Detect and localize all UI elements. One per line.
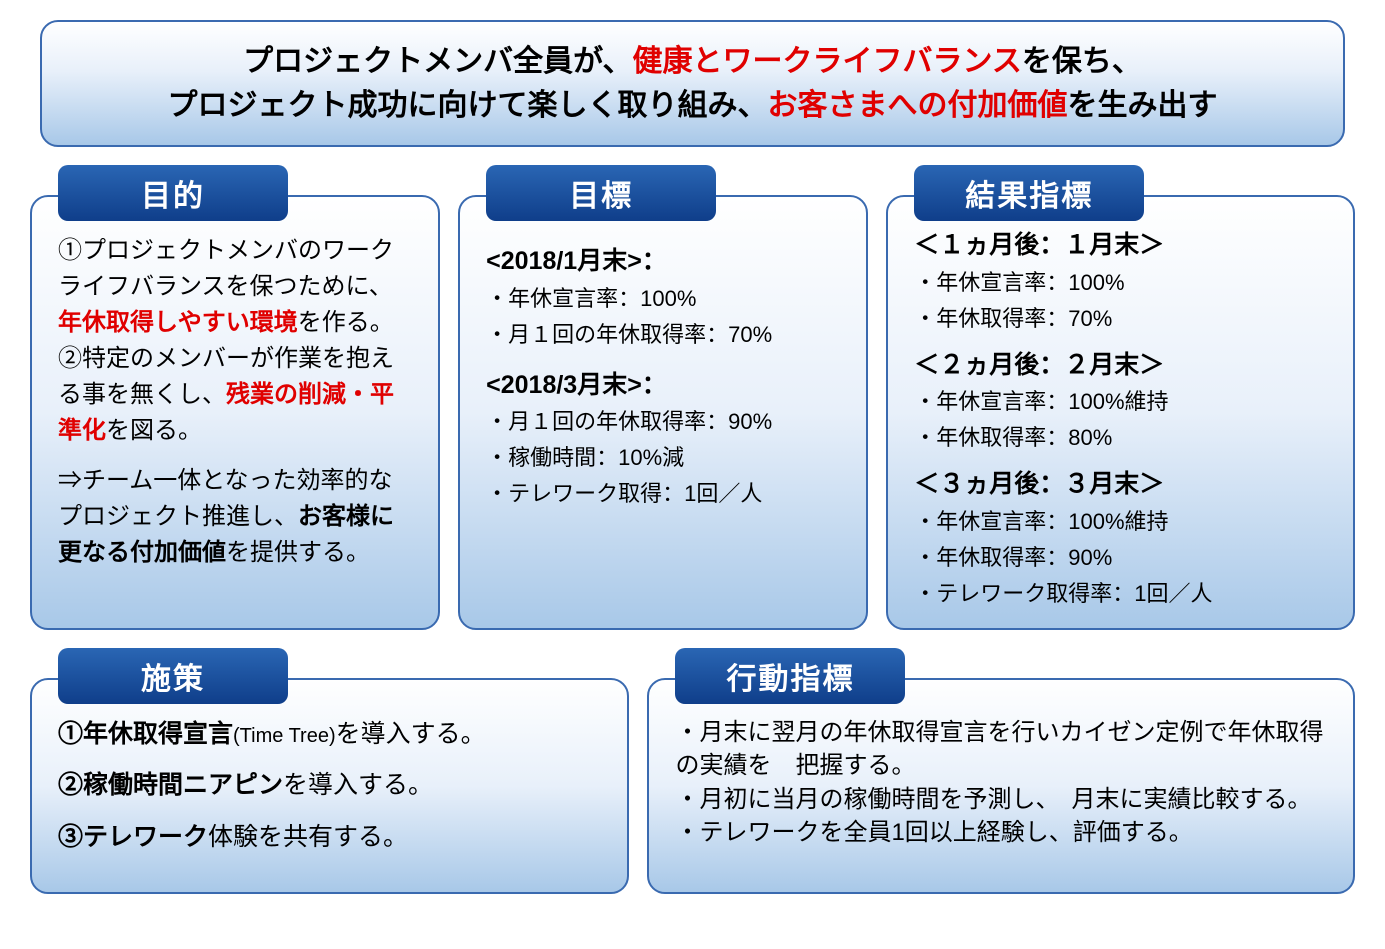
header-line1-post: を保ち、 bbox=[1022, 45, 1142, 78]
header-line1-red: 健康とワークライフバランス bbox=[633, 45, 1022, 78]
panel-purpose: 目的 ①プロジェクトメンバのワークライフバランスを保つために、年休取得しやすい環… bbox=[30, 165, 440, 630]
result-m3-hdr: ＜３ヵ月後：３月末＞ bbox=[914, 470, 1164, 498]
panel-body-result: ＜１ヵ月後：１月末＞ ・年休宣言率：100% ・年休取得率：70% ＜２ヵ月後：… bbox=[886, 195, 1355, 630]
panel-action: 行動指標 ・月末に翌月の年休取得宣言を行いカイゼン定例で年休取得の実績を 把握す… bbox=[647, 648, 1355, 895]
panel-body-target: <2018/1月末>： ・年休宣言率：100% ・月１回の年休取得率：70% <… bbox=[458, 195, 868, 630]
purpose-p1-post: を作る。 bbox=[298, 309, 394, 336]
measure-i1-paren: (Time Tree) bbox=[233, 725, 336, 747]
result-m3-l1: ・年休宣言率：100%維持 bbox=[914, 509, 1168, 534]
action-a2: ・月初に当月の稼働時間を予測し、 月末に実績比較する。 bbox=[675, 783, 1327, 817]
panel-measure: 施策 ①年休取得宣言(Time Tree)を導入する。 ②稼働時間ニアピンを導入… bbox=[30, 648, 629, 895]
row-bottom: 施策 ①年休取得宣言(Time Tree)を導入する。 ②稼働時間ニアピンを導入… bbox=[30, 648, 1355, 895]
measure-i3-post: 体験を共有する。 bbox=[208, 823, 408, 851]
panel-body-action: ・月末に翌月の年休取得宣言を行いカイゼン定例で年休取得の実績を 把握する。 ・月… bbox=[647, 678, 1355, 895]
header-line2-post: を生み出す bbox=[1068, 89, 1218, 122]
panel-body-purpose: ①プロジェクトメンバのワークライフバランスを保つために、年休取得しやすい環境を作… bbox=[30, 195, 440, 630]
panel-title-action: 行動指標 bbox=[675, 648, 905, 704]
panel-title-result: 結果指標 bbox=[914, 165, 1144, 221]
measure-i2-post: を導入する。 bbox=[283, 771, 433, 799]
action-a1: ・月末に翌月の年休取得宣言を行いカイゼン定例で年休取得の実績を 把握する。 bbox=[675, 716, 1327, 783]
target-g2-hdr: <2018/3月末>： bbox=[486, 371, 667, 399]
result-m3-l2: ・年休取得率：90% bbox=[914, 545, 1112, 570]
target-g2-l1: ・月１回の年休取得率：90% bbox=[486, 409, 772, 434]
result-m2-l2: ・年休取得率：80% bbox=[914, 425, 1112, 450]
purpose-p1-pre: ①プロジェクトメンバのワークライフバランスを保つために、 bbox=[58, 237, 394, 300]
row-top: 目的 ①プロジェクトメンバのワークライフバランスを保つために、年休取得しやすい環… bbox=[30, 165, 1355, 630]
target-g2-l2: ・稼働時間：10%減 bbox=[486, 445, 684, 470]
target-g1-l2: ・月１回の年休取得率：70% bbox=[486, 322, 772, 347]
header-banner: プロジェクトメンバ全員が、健康とワークライフバランスを保ち、 プロジェクト成功に… bbox=[40, 20, 1345, 147]
panel-result: 結果指標 ＜１ヵ月後：１月末＞ ・年休宣言率：100% ・年休取得率：70% ＜… bbox=[886, 165, 1355, 630]
action-a3: ・テレワークを全員1回以上経験し、評価する。 bbox=[675, 816, 1327, 850]
panel-body-measure: ①年休取得宣言(Time Tree)を導入する。 ②稼働時間ニアピンを導入する。… bbox=[30, 678, 629, 895]
result-m2-hdr: ＜２ヵ月後：２月末＞ bbox=[914, 351, 1164, 379]
measure-i1-post: を導入する。 bbox=[336, 720, 486, 748]
result-m1-l2: ・年休取得率：70% bbox=[914, 306, 1112, 331]
header-line2-red: お客さまへの付加価値 bbox=[768, 89, 1068, 122]
panel-title-purpose: 目的 bbox=[58, 165, 288, 221]
result-m1-l1: ・年休宣言率：100% bbox=[914, 270, 1124, 295]
purpose-p2-post: を図る。 bbox=[106, 417, 202, 444]
result-m1-hdr: ＜１ヵ月後：１月末＞ bbox=[914, 231, 1164, 259]
result-m2-l1: ・年休宣言率：100%維持 bbox=[914, 389, 1168, 414]
purpose-p1-red: 年休取得しやすい環境 bbox=[58, 309, 298, 336]
measure-i3-bold: ③テレワーク bbox=[58, 823, 208, 851]
panel-target: 目標 <2018/1月末>： ・年休宣言率：100% ・月１回の年休取得率：70… bbox=[458, 165, 868, 630]
header-line1-pre: プロジェクトメンバ全員が、 bbox=[243, 45, 632, 78]
panel-title-measure: 施策 bbox=[58, 648, 288, 704]
target-g2-l3: ・テレワーク取得：1回／人 bbox=[486, 481, 762, 506]
measure-i1-bold: ①年休取得宣言 bbox=[58, 720, 233, 748]
purpose-p3-post: を提供する。 bbox=[226, 539, 370, 566]
panel-title-target: 目標 bbox=[486, 165, 716, 221]
result-m3-l3: ・テレワーク取得率：1回／人 bbox=[914, 581, 1212, 606]
target-g1-hdr: <2018/1月末>： bbox=[486, 247, 667, 275]
target-g1-l1: ・年休宣言率：100% bbox=[486, 286, 696, 311]
header-line2-pre: プロジェクト成功に向けて楽しく取り組み、 bbox=[168, 89, 768, 122]
measure-i2-bold: ②稼働時間ニアピン bbox=[58, 771, 283, 799]
